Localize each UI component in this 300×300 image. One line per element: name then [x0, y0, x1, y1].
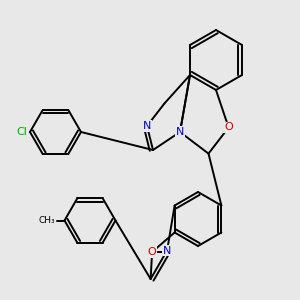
- Text: O: O: [224, 122, 233, 133]
- Text: O: O: [148, 247, 157, 257]
- Text: CH₃: CH₃: [38, 216, 55, 225]
- Text: N: N: [143, 121, 151, 131]
- Text: Cl: Cl: [17, 127, 28, 137]
- Text: N: N: [176, 127, 184, 137]
- Text: N: N: [163, 245, 171, 256]
